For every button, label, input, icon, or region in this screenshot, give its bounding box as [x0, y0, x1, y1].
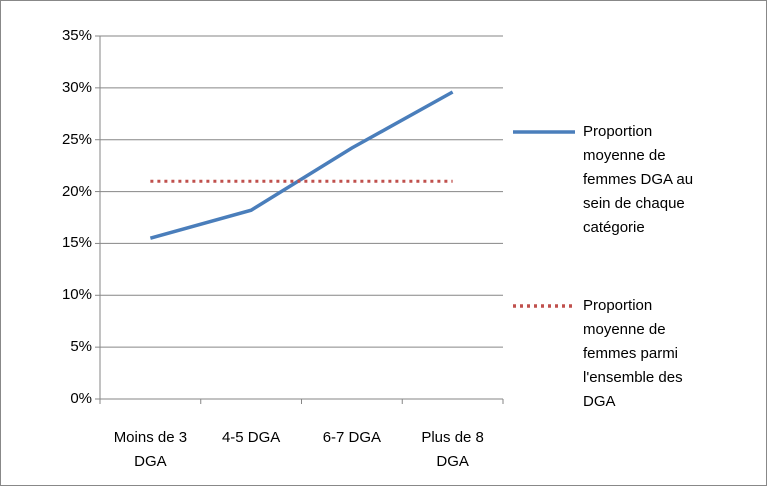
series-line [149, 90, 454, 240]
y-tick-label: 15% [61, 234, 92, 252]
legend-label: Proportion moyenne de femmes DGA au sein… [583, 123, 694, 236]
y-tick-label: 20% [61, 182, 92, 200]
x-tick-label: 6-7 DGA [322, 429, 382, 446]
x-tick-label: Plus de 8 DGA [421, 429, 484, 470]
x-tick-label: Moins de 3 DGA [113, 429, 188, 470]
y-tick-label: 10% [61, 286, 92, 304]
y-tick-label: 30% [61, 78, 92, 96]
y-tick-label: 5% [70, 338, 92, 356]
y-tick-label: 35% [61, 27, 92, 44]
legend-label: Proportion moyenne de femmes parmi l'ens… [583, 297, 683, 410]
y-tick-label: 25% [61, 130, 92, 148]
x-tick-label: 4-5 DGA [221, 429, 281, 446]
y-tick-label: 0% [70, 390, 92, 407]
